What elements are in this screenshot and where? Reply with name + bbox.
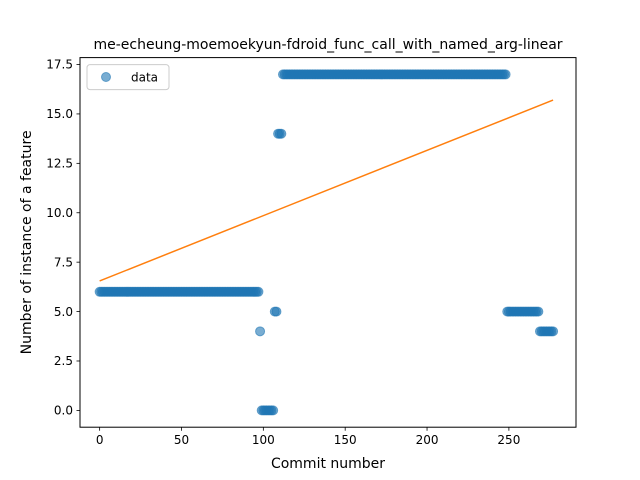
y-tick-label: 12.5 xyxy=(46,157,73,171)
x-tick-label: 100 xyxy=(252,433,275,447)
data-point xyxy=(271,306,282,317)
y-tick-label: 15.0 xyxy=(46,107,73,121)
legend-box xyxy=(86,64,170,91)
x-axis-ticks: 0 50 100 150 200 250 xyxy=(96,427,520,447)
plot-frame xyxy=(79,57,577,428)
x-tick-label: 50 xyxy=(174,433,189,447)
y-tick-label: 17.5 xyxy=(46,58,73,72)
data-points xyxy=(94,69,559,416)
y-tick-label: 10.0 xyxy=(46,206,73,220)
y-axis-ticks: 0.0 2.5 5.0 7.5 10.0 12.5 15.0 17.5 xyxy=(46,58,80,418)
fit-lines xyxy=(99,99,554,282)
legend-marker-data xyxy=(101,72,111,82)
data-point xyxy=(533,306,544,317)
fit-line xyxy=(99,99,554,282)
data-point xyxy=(255,326,266,337)
y-tick-label: 2.5 xyxy=(54,354,73,368)
x-tick-label: 200 xyxy=(416,433,439,447)
data-point xyxy=(548,326,559,337)
x-tick-label: 250 xyxy=(497,433,520,447)
y-axis-label: Number of instance of a feature xyxy=(19,130,35,354)
x-tick-label: 150 xyxy=(334,433,357,447)
data-point xyxy=(276,128,287,139)
y-tick-label: 0.0 xyxy=(54,404,73,418)
chart-title: me-echeung-moemoekyun-fdroid_func_call_w… xyxy=(93,37,562,53)
data-point xyxy=(500,69,511,80)
x-axis-label: Commit number xyxy=(271,456,385,472)
data-point xyxy=(253,286,264,297)
x-tick-label: 0 xyxy=(96,433,104,447)
data-point xyxy=(268,405,279,416)
legend: data xyxy=(86,64,170,91)
y-tick-label: 5.0 xyxy=(54,305,73,319)
legend-label-data: data xyxy=(131,71,158,85)
y-tick-label: 7.5 xyxy=(54,255,73,269)
